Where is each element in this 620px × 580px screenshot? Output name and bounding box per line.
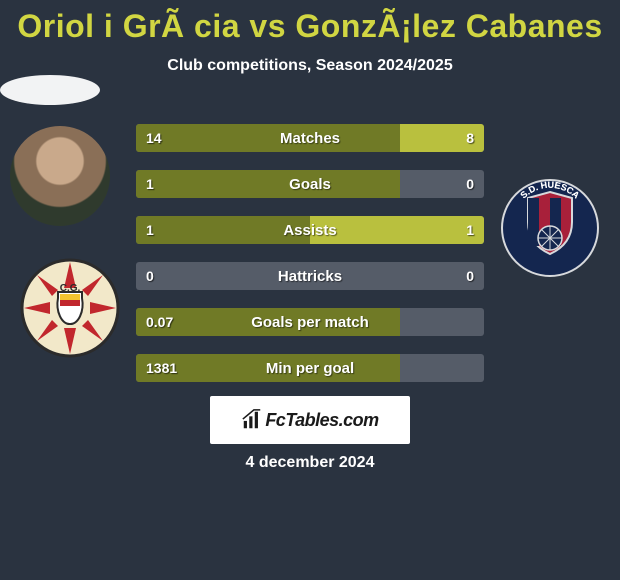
stat-row: 1381Min per goal bbox=[136, 354, 484, 382]
stat-row: 10Goals bbox=[136, 170, 484, 198]
stat-label: Assists bbox=[136, 216, 484, 244]
brand-badge: FcTables.com bbox=[210, 396, 410, 444]
stat-row: 00Hattricks bbox=[136, 262, 484, 290]
left-player-avatar bbox=[10, 126, 110, 226]
page-title: Oriol i GrÃ cia vs GonzÃ¡lez Cabanes bbox=[0, 8, 620, 45]
stat-bars: 148Matches 10Goals 11Assists 00Hattricks 0.0… bbox=[136, 124, 484, 400]
date-line: 4 december 2024 bbox=[0, 454, 620, 472]
stat-row: 0.07Goals per match bbox=[136, 308, 484, 336]
stat-label: Min per goal bbox=[136, 354, 484, 382]
stat-label: Goals bbox=[136, 170, 484, 198]
stat-label: Matches bbox=[136, 124, 484, 152]
stat-label: Hattricks bbox=[136, 262, 484, 290]
right-club-crest-icon: S.D. HUESCA S.D. HUESCA bbox=[500, 178, 600, 278]
comparison-card: Oriol i GrÃ cia vs GonzÃ¡lez Cabanes Clu… bbox=[0, 0, 620, 580]
svg-text:C.G.: C.G. bbox=[60, 283, 81, 294]
stat-row: 11Assists bbox=[136, 216, 484, 244]
brand-chart-icon bbox=[241, 409, 263, 431]
left-club-crest-icon: C.G. bbox=[20, 258, 120, 358]
stat-row: 148Matches bbox=[136, 124, 484, 152]
brand-text: FcTables.com bbox=[265, 410, 378, 431]
right-player-avatar bbox=[0, 75, 100, 105]
stat-label: Goals per match bbox=[136, 308, 484, 336]
subtitle: Club competitions, Season 2024/2025 bbox=[0, 57, 620, 75]
